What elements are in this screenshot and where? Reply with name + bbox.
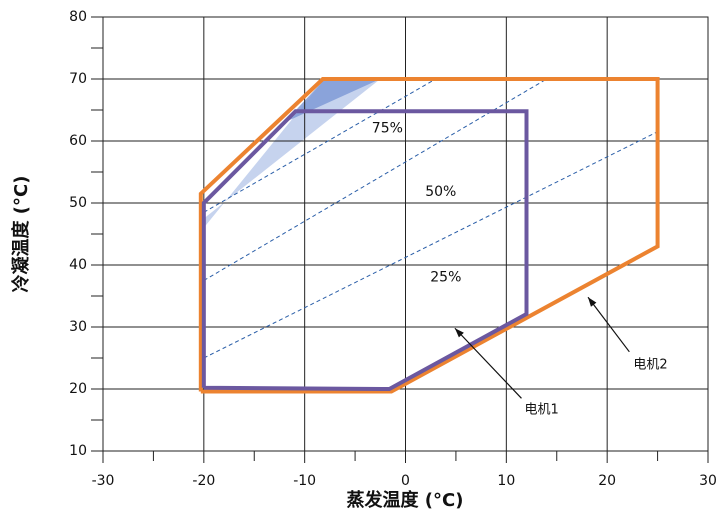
arrow-head [588, 297, 597, 307]
x-tick-label: -20 [192, 473, 215, 489]
x-tick-label: 10 [497, 473, 515, 489]
series-label: 75% [372, 121, 403, 137]
series-label: 电机2 [633, 357, 667, 372]
y-tick-label: 30 [69, 319, 87, 335]
annotation-arrow [587, 296, 630, 353]
y-axis-title: 冷凝温度 (°C) [10, 176, 32, 293]
y-tick-label: 60 [69, 133, 87, 149]
series-line [198, 77, 660, 394]
y-tick-label: 70 [69, 71, 87, 87]
x-tick-label: -10 [293, 473, 316, 489]
plot-frame [102, 16, 709, 452]
x-tick-label: 0 [401, 473, 410, 489]
x-tick-label: 30 [699, 473, 717, 489]
series-line [203, 78, 436, 213]
arrow-head [454, 328, 464, 338]
series-line [203, 131, 658, 359]
shaded-area [203, 79, 381, 228]
series-label: 50% [425, 184, 456, 200]
y-tick-label: 20 [69, 381, 87, 397]
series-line [201, 109, 529, 392]
y-tick-label: 40 [69, 257, 87, 273]
y-tick-label: 10 [69, 443, 87, 459]
y-tick-label: 80 [69, 9, 87, 25]
series-label: 25% [430, 269, 461, 285]
y-tick-label: 50 [69, 195, 87, 211]
series-line [203, 78, 547, 281]
x-axis-title: 蒸发温度 (°C) [347, 489, 464, 511]
x-tick-label: 20 [598, 473, 616, 489]
series-label: 电机1 [524, 403, 558, 418]
annotation-arrow [454, 327, 522, 399]
x-tick-label: -30 [92, 473, 115, 489]
